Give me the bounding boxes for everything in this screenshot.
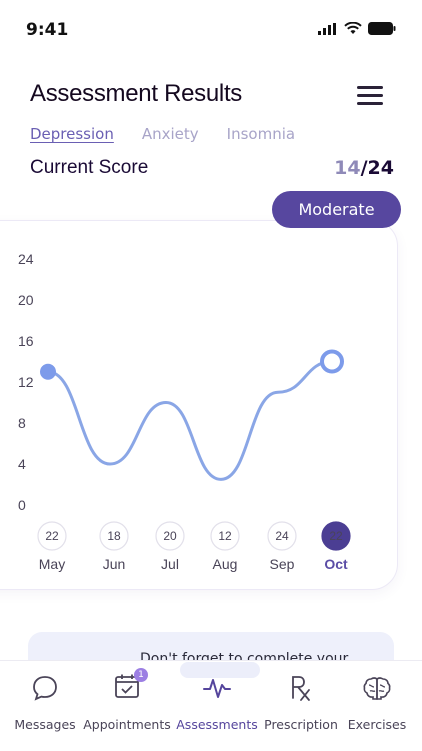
- month-score-badge: [321, 521, 351, 551]
- tab-exercises[interactable]: Exercises: [332, 671, 422, 732]
- tab-appointments-label: Appointments: [83, 717, 171, 732]
- score-current: 14: [334, 157, 361, 179]
- score-trend-line: [46, 360, 334, 481]
- menu-button[interactable]: [357, 86, 385, 106]
- status-time: 9:41: [26, 20, 69, 40]
- score-history-chart: 24 20 16 12 8 4 0 22 May 18 Jun 20 Jul 12 Aug 24 Sep 22 Oc…: [18, 251, 351, 572]
- y-tick-label: 8: [18, 415, 26, 431]
- hamburger-icon-line: [357, 102, 383, 105]
- month-score-badge: [210, 521, 240, 551]
- data-point-oct: [320, 349, 344, 374]
- wifi-icon: [344, 22, 362, 34]
- month-label: Jul: [161, 556, 179, 572]
- month-score-value: 22: [45, 529, 59, 543]
- hamburger-icon-line: [357, 86, 383, 89]
- month-label: Sep: [270, 556, 295, 572]
- tab-messages-label: Messages: [14, 717, 76, 732]
- page-title: Assessment Results: [30, 80, 243, 107]
- rx-icon: [292, 676, 310, 701]
- y-tick-label: 0: [18, 497, 26, 513]
- month-score-value: 24: [275, 529, 289, 543]
- tab-messages[interactable]: Messages: [0, 671, 90, 732]
- current-score-value: 14/24: [334, 157, 394, 179]
- y-tick-label: 12: [18, 374, 34, 390]
- tab-depression[interactable]: Depression: [30, 125, 114, 143]
- appointments-badge: 1: [134, 668, 148, 682]
- status-icons: [318, 22, 396, 35]
- hamburger-icon-line: [357, 94, 383, 97]
- month-score-value: 20: [163, 529, 177, 543]
- severity-level-button[interactable]: Moderate: [272, 191, 401, 228]
- month-score-value: 12: [218, 529, 232, 543]
- month-label: Oct: [324, 556, 348, 572]
- month-score-badge: [99, 521, 129, 551]
- data-point-may: [40, 363, 56, 380]
- battery-icon: [368, 22, 396, 35]
- y-tick-label: 16: [18, 333, 34, 349]
- tab-assessments-label: Assessments: [176, 717, 258, 732]
- status-bar: 9:41: [0, 0, 422, 58]
- current-score-label: Current Score: [30, 157, 149, 178]
- month-score-badge: [267, 521, 297, 551]
- month-label: May: [39, 556, 65, 572]
- month-label: Jun: [103, 556, 126, 572]
- active-tab-indicator: [180, 662, 260, 678]
- bottom-tab-bar: Messages 1 Appointments Assessments: [0, 660, 422, 751]
- month-score-badge: [37, 521, 67, 551]
- pulse-icon: [203, 679, 231, 698]
- month-score-badge: [155, 521, 185, 551]
- calendar-check-icon: [115, 674, 139, 698]
- score-max: 24: [367, 157, 394, 179]
- chat-bubble-icon: [33, 676, 57, 701]
- tab-insomnia[interactable]: Insomnia: [226, 125, 296, 143]
- month-label: Aug: [213, 556, 238, 572]
- y-tick-label: 24: [18, 251, 34, 267]
- y-tick-label: 20: [18, 292, 34, 308]
- tab-assessments[interactable]: Assessments: [172, 671, 262, 732]
- month-score-value: 18: [107, 529, 121, 543]
- assessment-tabs: Depression Anxiety Insomnia: [30, 125, 295, 143]
- tab-exercises-label: Exercises: [347, 717, 407, 732]
- signal-icon: [318, 22, 336, 35]
- score-separator: /: [360, 157, 368, 179]
- brain-icon: [363, 677, 391, 700]
- tab-anxiety[interactable]: Anxiety: [141, 125, 199, 143]
- month-score-value: 22: [329, 529, 343, 543]
- tab-prescription-label: Prescription: [264, 717, 338, 732]
- tab-prescription[interactable]: Prescription: [256, 671, 346, 732]
- tab-appointments[interactable]: 1 Appointments: [82, 668, 172, 732]
- y-tick-label: 4: [18, 456, 26, 472]
